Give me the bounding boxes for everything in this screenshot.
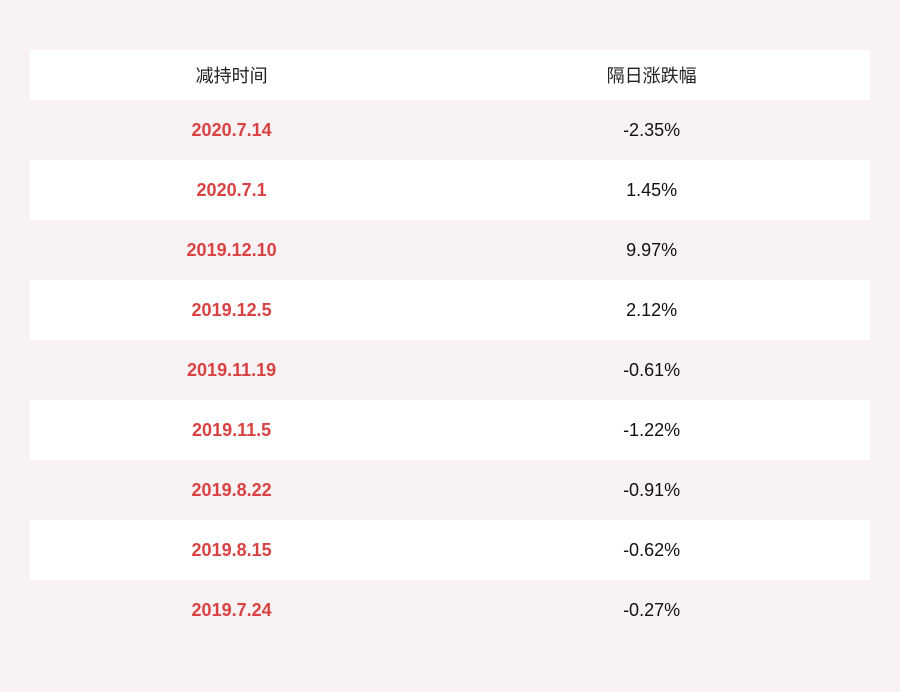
table-row: 2019.12.10 9.97% — [30, 220, 870, 280]
next-day-change-cell: -0.62% — [623, 539, 681, 560]
table-row: 2020.7.1 1.45% — [30, 160, 870, 220]
next-day-change-cell: 2.12% — [626, 299, 678, 320]
table-row: 2019.7.24 -0.27% — [30, 580, 870, 640]
column-header-reduction-date: 减持时间 — [195, 66, 268, 86]
next-day-change-cell: -1.22% — [623, 419, 681, 440]
next-day-change-cell: 9.97% — [626, 239, 678, 260]
next-day-change-cell: -0.91% — [623, 479, 681, 500]
reduction-date-cell: 2019.8.22 — [191, 479, 272, 500]
reduction-history-table: 减持时间 隔日涨跌幅 2020.7.14 -2.35% 2020.7.1 1.4… — [30, 50, 870, 640]
table-row: 2020.7.14 -2.35% — [30, 100, 870, 160]
reduction-date-cell: 2019.12.5 — [191, 299, 272, 320]
column-header-next-day-change: 隔日涨跌幅 — [606, 66, 697, 86]
next-day-change-cell: -0.61% — [623, 359, 681, 380]
reduction-date-cell: 2019.11.19 — [187, 359, 277, 380]
next-day-change-cell: -0.27% — [623, 599, 681, 620]
reduction-date-cell: 2019.12.10 — [186, 239, 277, 260]
table-row: 2019.8.22 -0.91% — [30, 460, 870, 520]
table-row: 2019.8.15 -0.62% — [30, 520, 870, 580]
reduction-date-cell: 2020.7.14 — [191, 119, 272, 140]
next-day-change-cell: -2.35% — [623, 119, 681, 140]
table-row: 2019.11.19 -0.61% — [30, 340, 870, 400]
table-row: 2019.11.5 -1.22% — [30, 400, 870, 460]
reduction-date-cell: 2019.7.24 — [191, 599, 272, 620]
reduction-date-cell: 2020.7.1 — [196, 179, 267, 200]
table-body: 2020.7.14 -2.35% 2020.7.1 1.45% 2019.12.… — [30, 100, 870, 640]
next-day-change-cell: 1.45% — [626, 179, 678, 200]
reduction-date-cell: 2019.8.15 — [191, 539, 272, 560]
table-row: 2019.12.5 2.12% — [30, 280, 870, 340]
reduction-date-cell: 2019.11.5 — [192, 419, 272, 440]
table-header-row: 减持时间 隔日涨跌幅 — [30, 50, 870, 100]
